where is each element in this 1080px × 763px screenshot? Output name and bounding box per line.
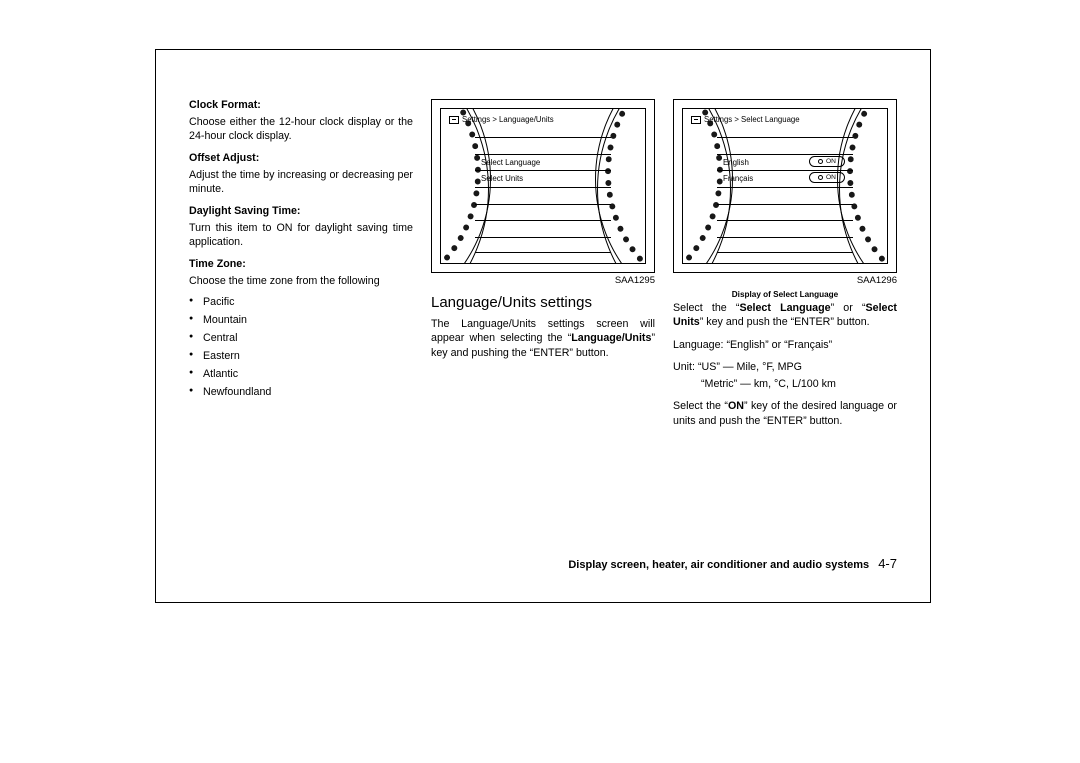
offset-adjust-head: Offset Adjust: [189, 152, 413, 164]
menu-row: English ON [717, 154, 853, 170]
on-badge: ON [809, 172, 845, 183]
col3-p4: Select the “ON” key of the desired langu… [673, 399, 897, 428]
figure-1-menu: Select Language Select Units [475, 137, 611, 253]
dst-head: Daylight Saving Time: [189, 205, 413, 217]
col3-p1: Select the “Select Language” or “Select … [673, 301, 897, 330]
language-units-subtitle: Language/Units settings [431, 294, 655, 311]
column-1: Clock Format: Choose either the 12-hour … [189, 99, 413, 591]
p4-b: ON [728, 400, 744, 412]
timezone-body: Choose the time zone from the following [189, 274, 413, 288]
menu-row [475, 137, 611, 153]
menu-row [717, 220, 853, 236]
p1-mid: ” or “ [831, 302, 866, 314]
col3-p3b: “Metric” — km, °C, L/100 km [673, 377, 897, 391]
on-text: ON [826, 156, 836, 167]
page-content: Clock Format: Choose either the 12-hour … [167, 61, 919, 591]
clock-format-head: Clock Format: [189, 99, 413, 111]
radio-dot-icon [818, 175, 823, 180]
figure-2-menu: English ON Français ON [717, 137, 853, 253]
timezone-head: Time Zone: [189, 258, 413, 270]
menu-row [717, 187, 853, 203]
p4-pre: Select the “ [673, 400, 728, 412]
dst-body: Turn this item to ON for daylight saving… [189, 221, 413, 250]
col3-p2: Language: “English” or “Français” [673, 338, 897, 352]
menu-row [475, 237, 611, 253]
column-3: Settings > Select Language English ON Fr… [673, 99, 897, 591]
menu-row: Select Language [475, 154, 611, 170]
body-bold: Language/Units [571, 332, 651, 344]
language-units-body: The Language/Units settings screen will … [431, 317, 655, 360]
menu-item-label: Français [723, 174, 753, 183]
clock-format-body: Choose either the 12-hour clock display … [189, 115, 413, 144]
figure-2-caption: SAA1296 [673, 275, 897, 286]
figure-1: Settings > Language/Units Select Languag… [431, 99, 655, 273]
menu-row [717, 137, 853, 153]
column-2: Settings > Language/Units Select Languag… [431, 99, 655, 591]
menu-item-label: Select Units [481, 174, 523, 183]
timezone-list: Pacific Mountain Central Eastern Atlanti… [189, 296, 413, 404]
p1-post: ” key and push the “ENTER” button. [700, 316, 870, 328]
p1-b1: Select Language [739, 302, 830, 314]
menu-row [717, 204, 853, 220]
figure-2-subcaption: Display of Select Language [673, 290, 897, 299]
tz-item: Mountain [189, 314, 413, 326]
tz-item: Newfoundland [189, 386, 413, 398]
tz-item: Eastern [189, 350, 413, 362]
radio-dot-icon [818, 159, 823, 164]
on-text: ON [826, 172, 836, 183]
figure-2: Settings > Select Language English ON Fr… [673, 99, 897, 273]
tz-item: Pacific [189, 296, 413, 308]
page-footer: Display screen, heater, air conditioner … [568, 556, 897, 571]
p1-pre: Select the “ [673, 302, 739, 314]
menu-item-label: Select Language [481, 158, 540, 167]
figure-1-screen: Settings > Language/Units Select Languag… [440, 108, 646, 264]
on-badge: ON [809, 156, 845, 167]
tz-item: Atlantic [189, 368, 413, 380]
figure-1-caption: SAA1295 [431, 275, 655, 286]
tz-item: Central [189, 332, 413, 344]
menu-row: Select Units [475, 170, 611, 186]
menu-row [717, 237, 853, 253]
menu-row [475, 204, 611, 220]
menu-item-label: English [723, 158, 749, 167]
col3-p3a: Unit: “US” — Mile, °F, MPG [673, 360, 897, 374]
footer-section: Display screen, heater, air conditioner … [568, 559, 869, 571]
figure-2-screen: Settings > Select Language English ON Fr… [682, 108, 888, 264]
menu-row [475, 220, 611, 236]
menu-row [475, 187, 611, 203]
offset-adjust-body: Adjust the time by increasing or decreas… [189, 168, 413, 197]
menu-row: Français ON [717, 170, 853, 186]
footer-page: 4-7 [878, 556, 897, 571]
